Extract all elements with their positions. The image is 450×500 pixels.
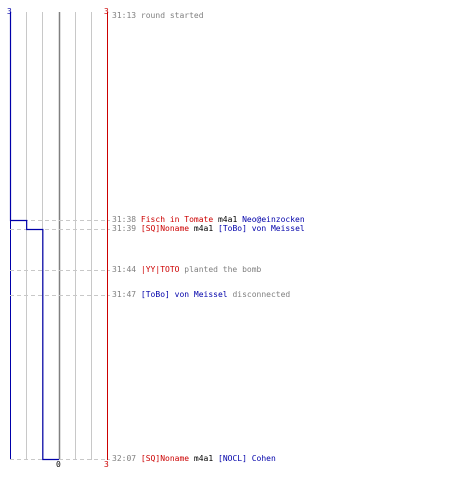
axis-label-bottom-right: 3 bbox=[104, 460, 109, 469]
event-text: [ToBo] von Meissel bbox=[218, 224, 305, 233]
event-row: 32:07 [SQ]Noname m4a1 [NOCL] Cohen bbox=[112, 454, 276, 464]
event-time: 31:38 bbox=[112, 215, 137, 224]
event-text: m4a1 bbox=[189, 224, 218, 233]
event-text: |YY|TOTO bbox=[140, 265, 180, 274]
balance-step-line bbox=[9, 12, 59, 461]
event-time: 31:39 bbox=[112, 224, 137, 233]
event-text: [SQ]Noname bbox=[140, 224, 190, 233]
event-text: [SQ]Noname bbox=[140, 454, 190, 463]
axis-label-top-left: 3 bbox=[7, 7, 12, 16]
event-row: 31:38 Fisch in Tomate m4a1 Neo@einzocken bbox=[112, 215, 305, 225]
event-text: round started bbox=[140, 11, 204, 20]
event-text: Neo@einzocken bbox=[242, 215, 305, 224]
event-text: m4a1 bbox=[189, 454, 218, 463]
axis-label-bottom-center: 0 bbox=[56, 460, 61, 469]
event-row: 31:44 |YY|TOTO planted the bomb bbox=[112, 265, 261, 275]
event-text: planted the bomb bbox=[179, 265, 262, 274]
event-text: m4a1 bbox=[213, 215, 243, 224]
event-time: 31:44 bbox=[112, 265, 137, 274]
event-text: Fisch in Tomate bbox=[140, 215, 214, 224]
event-time: 31:13 bbox=[112, 11, 137, 20]
event-row: 31:47 [ToBo] von Meissel disconnected bbox=[112, 290, 290, 300]
event-row: 31:39 [SQ]Noname m4a1 [ToBo] von Meissel bbox=[112, 224, 305, 234]
event-text: [NOCL] Cohen bbox=[218, 454, 276, 463]
event-text: [ToBo] von Meissel bbox=[140, 290, 228, 299]
event-row: 31:13 round started bbox=[112, 11, 204, 21]
event-text: disconnected bbox=[227, 290, 291, 299]
event-time: 32:07 bbox=[112, 454, 137, 463]
axis-label-top-right: 3 bbox=[104, 7, 109, 16]
event-time: 31:47 bbox=[112, 290, 137, 299]
